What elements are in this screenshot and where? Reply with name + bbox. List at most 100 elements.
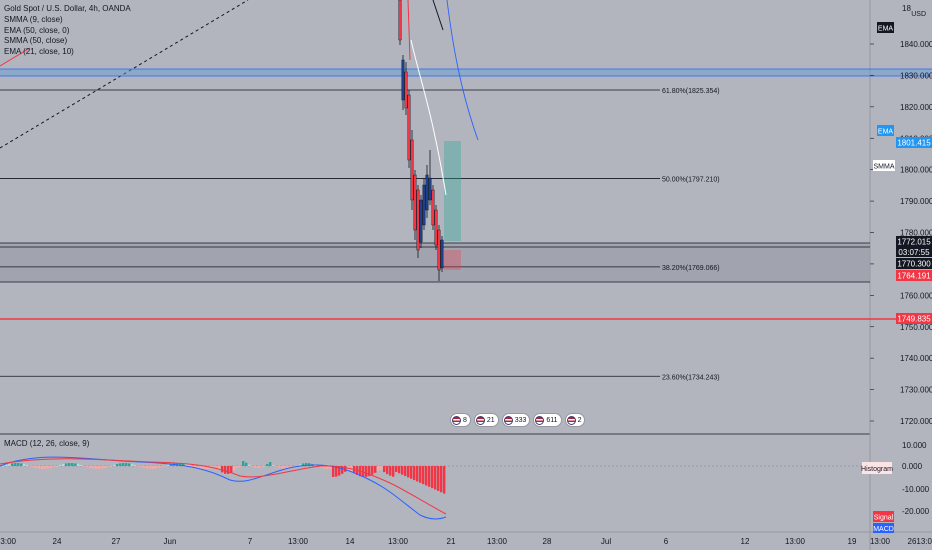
- macd-histogram-bar: [278, 466, 281, 468]
- event-count: 2: [577, 416, 582, 424]
- macd-histogram-bar: [44, 466, 47, 469]
- macd-histogram-bar: [182, 463, 185, 466]
- us-flag-icon: [566, 415, 576, 425]
- macd-histogram-bar: [365, 466, 368, 477]
- macd-histogram-bar: [308, 463, 311, 466]
- candle-body[interactable]: [413, 174, 417, 231]
- macd-axis[interactable]: 10.000 0.000 -10.000 -20.000: [902, 441, 930, 516]
- fib-retracement[interactable]: 61.80%(1825.354) 50.00%(1797.210) 38.20%(1…: [0, 88, 720, 381]
- ema-value-badge[interactable]: [896, 137, 932, 148]
- macd-tick: -20.000: [902, 507, 930, 516]
- macd-histogram-bar: [332, 466, 335, 477]
- indicator-smma-9[interactable]: SMMA (9, close): [4, 14, 63, 24]
- event-marker[interactable]: 21: [473, 413, 499, 427]
- smma-line[interactable]: [432, 0, 444, 31]
- candle-body[interactable]: [407, 94, 411, 161]
- macd-legend[interactable]: MACD (12, 26, close, 9): [4, 439, 90, 448]
- us-flag-icon: [535, 415, 545, 425]
- price-axis[interactable]: 1840.0001830.0001820.0001810.0001800.000…: [870, 40, 932, 426]
- support-zone[interactable]: [0, 243, 870, 282]
- instrument-title[interactable]: Gold Spot / U.S. Dollar, 4h, OANDA: [4, 4, 131, 13]
- time-tick: 13:00: [0, 537, 17, 546]
- time-axis[interactable]: 13:00 24 27 Jun 7 13:00 14 13:00 21 13:00 28 Jul 6 12…: [0, 537, 932, 546]
- ema-value-label: 1801.415: [897, 139, 931, 148]
- resistance-zone[interactable]: [0, 69, 932, 76]
- event-marker[interactable]: 8: [450, 413, 471, 427]
- macd-histogram-bar: [113, 464, 116, 466]
- macd-histogram-bar: [248, 464, 251, 466]
- candle-body[interactable]: [440, 239, 444, 269]
- macd-histogram-bar: [236, 466, 239, 468]
- macd-histogram-bar: [200, 466, 203, 469]
- macd-histogram-bar: [53, 466, 56, 467]
- macd-histogram-bar: [17, 463, 20, 466]
- macd-histogram-bar: [266, 463, 269, 466]
- red-trend-segment[interactable]: [0, 47, 31, 67]
- event-count: 611: [546, 416, 558, 424]
- time-tick: 6: [664, 537, 669, 546]
- indicator-ema-21[interactable]: EMA (21, close, 10): [4, 47, 74, 57]
- candle-body[interactable]: [401, 59, 405, 101]
- red-level-label: 1749.835: [897, 315, 931, 324]
- macd-histogram-bar: [407, 466, 410, 478]
- ema-badge[interactable]: [877, 22, 894, 33]
- macd-histogram-bar: [263, 465, 266, 467]
- candle-body[interactable]: [434, 209, 438, 246]
- current-price-badge[interactable]: [896, 236, 932, 247]
- price-badge-2[interactable]: [896, 258, 932, 269]
- macd-histogram-bar: [218, 466, 221, 471]
- trend-line[interactable]: [0, 0, 249, 149]
- event-marker[interactable]: 611: [533, 413, 562, 427]
- macd-histogram-bar: [419, 466, 422, 483]
- candle-body[interactable]: [404, 71, 408, 109]
- macd-histogram-bar: [290, 466, 293, 469]
- long-position-profit-zone[interactable]: [444, 141, 461, 241]
- long-position-loss-zone[interactable]: [444, 250, 461, 270]
- candles[interactable]: [398, 0, 444, 281]
- candle-body[interactable]: [431, 189, 435, 226]
- macd-histogram-bar: [47, 466, 50, 469]
- candle-body[interactable]: [416, 189, 420, 251]
- candle-body[interactable]: [398, 0, 402, 41]
- candle-body[interactable]: [410, 139, 414, 201]
- macd-histogram-bar: [374, 466, 377, 473]
- macd-pane[interactable]: [0, 456, 870, 520]
- smma-badge[interactable]: [873, 160, 895, 171]
- macd-histogram-bar: [431, 466, 434, 489]
- macd-histogram-bar: [149, 466, 152, 469]
- macd-badge[interactable]: [873, 523, 894, 533]
- ema-mid-badge[interactable]: [877, 125, 894, 136]
- candle-body[interactable]: [419, 199, 423, 243]
- ema-red-line[interactable]: [407, 0, 411, 61]
- histogram-badge[interactable]: [862, 462, 892, 474]
- candle-body[interactable]: [422, 184, 426, 226]
- time-tick: 7: [248, 537, 253, 546]
- candle-body[interactable]: [437, 229, 441, 271]
- macd-histogram-bar: [287, 466, 290, 469]
- indicator-smma-50[interactable]: SMMA (50, close): [4, 36, 68, 46]
- candle-body[interactable]: [428, 177, 432, 201]
- macd-histogram-bar: [101, 466, 104, 469]
- macd-histogram-bar: [122, 463, 125, 466]
- event-marker[interactable]: 333: [501, 413, 531, 427]
- price-badge-3[interactable]: [896, 270, 932, 281]
- macd-histogram-bar: [443, 466, 446, 494]
- signal-badge[interactable]: [873, 511, 894, 522]
- event-marker[interactable]: 2: [564, 413, 586, 427]
- candle-body[interactable]: [425, 174, 429, 211]
- macd-tick: -10.000: [902, 485, 930, 494]
- ema-line[interactable]: [446, 0, 479, 141]
- ema-badge-label: EMA: [878, 26, 894, 33]
- signal-line[interactable]: [0, 458, 447, 515]
- white-ma-line[interactable]: [410, 39, 447, 196]
- red-level-badge[interactable]: [896, 313, 932, 324]
- us-flag-icon: [503, 415, 513, 425]
- price-badge-3-label: 1764.191: [897, 272, 931, 281]
- event-count: 21: [486, 416, 495, 424]
- time-tick: 13:00: [870, 537, 891, 546]
- macd-histogram-bar: [179, 463, 182, 466]
- macd-histogram-bar: [368, 466, 371, 477]
- indicator-ema-50[interactable]: EMA (50, close, 0): [4, 25, 70, 35]
- macd-histogram-bar: [35, 466, 38, 468]
